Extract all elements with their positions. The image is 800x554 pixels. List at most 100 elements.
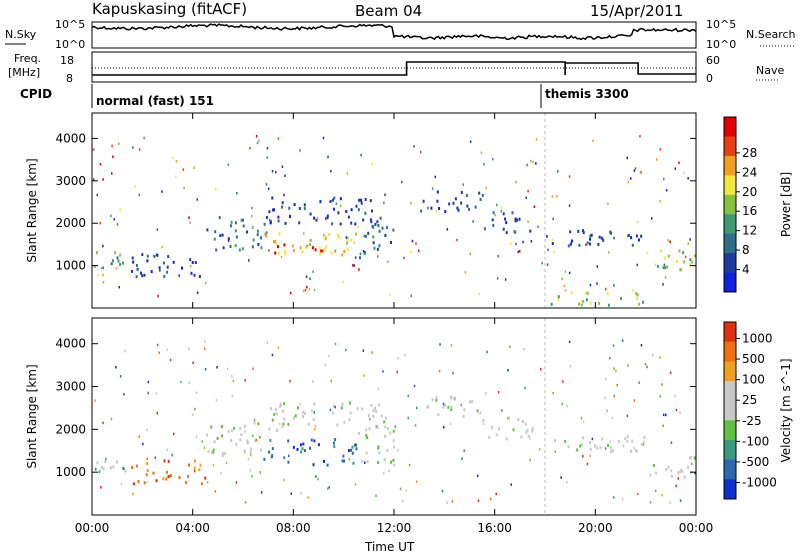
echo-cell bbox=[156, 253, 159, 257]
echo-cell bbox=[287, 423, 290, 426]
echo-cell bbox=[243, 450, 246, 454]
scatter-cell bbox=[354, 256, 357, 259]
scatter-cell bbox=[290, 492, 292, 495]
scatter-cell bbox=[182, 168, 185, 171]
echo-cell bbox=[531, 427, 534, 430]
scatter-cell bbox=[175, 175, 177, 179]
scatter-cell bbox=[496, 203, 498, 207]
scatter-cell bbox=[492, 157, 494, 161]
scatter-cell bbox=[153, 255, 156, 258]
scatter-cell bbox=[251, 214, 253, 218]
echo-cell bbox=[265, 231, 268, 235]
scatter-cell bbox=[592, 139, 594, 143]
scatter-cell bbox=[279, 422, 281, 426]
echo-cell bbox=[306, 244, 309, 248]
echo-cell bbox=[372, 409, 375, 413]
scatter-cell bbox=[485, 186, 487, 190]
echo-cell bbox=[256, 233, 259, 237]
cpid-program-1: normal (fast) 151 bbox=[96, 94, 214, 108]
power-heatmap-panel: 1000 2000 3000 4000 Slant Range [km] 4 8 12 16 20… bbox=[25, 112, 793, 309]
scatter-cell bbox=[596, 265, 599, 268]
scatter-cell bbox=[188, 216, 190, 219]
echo-cell bbox=[277, 215, 280, 219]
echo-cell bbox=[677, 471, 680, 475]
echo-cell bbox=[678, 249, 681, 253]
echo-cell bbox=[514, 217, 517, 221]
scatter-cell bbox=[591, 437, 594, 441]
echo-cell bbox=[589, 242, 591, 246]
scatter-cell bbox=[469, 140, 472, 143]
echo-cell bbox=[588, 441, 591, 445]
scatter-cell bbox=[244, 379, 246, 382]
scatter-cell bbox=[95, 468, 97, 471]
scatter-cell bbox=[248, 259, 250, 262]
scatter-cell bbox=[615, 369, 617, 373]
echo-cell bbox=[345, 210, 348, 213]
echo-cell bbox=[301, 447, 304, 451]
y-tick-label: 3000 bbox=[55, 380, 86, 394]
echo-cell bbox=[330, 251, 333, 255]
scatter-cell bbox=[111, 144, 113, 148]
cpid-panel: CPID normal (fast) 151 themis 3300 bbox=[20, 84, 629, 108]
scatter-cell bbox=[227, 239, 230, 242]
scatter-cell bbox=[189, 221, 191, 224]
echo-cell bbox=[456, 206, 459, 210]
scatter-cell bbox=[416, 406, 418, 410]
scatter-cell bbox=[582, 455, 584, 458]
echo-cell bbox=[273, 412, 276, 416]
x-tick-label: 00:00 bbox=[679, 521, 714, 535]
echo-cell bbox=[589, 234, 592, 238]
scatter-cell bbox=[654, 489, 657, 493]
colorbar-cell bbox=[724, 214, 736, 235]
echo-cell bbox=[435, 398, 438, 402]
echo-cell bbox=[596, 446, 598, 450]
echo-cell bbox=[356, 407, 359, 411]
scatter-cell bbox=[450, 344, 453, 347]
echo-cell bbox=[589, 237, 591, 241]
echo-cell bbox=[110, 262, 113, 266]
colorbar-cell bbox=[724, 155, 736, 176]
echo-cell bbox=[302, 410, 305, 414]
scatter-cell bbox=[464, 271, 467, 274]
echo-cell bbox=[314, 248, 317, 252]
scatter-cell bbox=[495, 492, 497, 496]
echo-cell bbox=[688, 263, 691, 267]
echo-cell bbox=[265, 234, 268, 238]
scatter-cell bbox=[142, 442, 144, 446]
scatter-cell bbox=[313, 288, 316, 292]
echo-cell bbox=[351, 445, 354, 449]
echo-cell bbox=[272, 240, 275, 244]
echo-cell bbox=[292, 249, 295, 253]
scatter-cell bbox=[375, 494, 377, 497]
scatter-cell bbox=[196, 291, 199, 294]
echo-cell bbox=[345, 241, 348, 245]
scatter-cell bbox=[323, 234, 325, 237]
echo-cell bbox=[430, 206, 433, 210]
echo-cell bbox=[360, 201, 363, 205]
colorbar-cell bbox=[724, 341, 736, 362]
colorbar-tick-label: 100 bbox=[742, 373, 765, 387]
scatter-cell bbox=[403, 256, 405, 260]
scatter-cell bbox=[532, 161, 535, 165]
scatter-cell bbox=[305, 275, 308, 278]
echo-cell bbox=[269, 221, 272, 225]
noise-left-tick-bottom: 10^0 bbox=[55, 38, 85, 51]
echo-cell bbox=[359, 256, 361, 260]
scatter-cell bbox=[535, 138, 538, 141]
scatter-cell bbox=[110, 214, 112, 218]
echo-cell bbox=[284, 221, 287, 225]
echo-cell bbox=[355, 232, 358, 236]
echo-cell bbox=[505, 437, 508, 441]
scatter-cell bbox=[582, 420, 585, 424]
scatter-cell bbox=[612, 344, 615, 347]
scatter-cell bbox=[324, 217, 327, 220]
echo-cell bbox=[435, 395, 438, 399]
scatter-cell bbox=[266, 156, 268, 159]
scatter-cell bbox=[157, 294, 159, 298]
scatter-cell bbox=[132, 492, 134, 496]
scatter-cell bbox=[169, 358, 172, 362]
scatter-cell bbox=[99, 163, 102, 166]
echo-cell bbox=[578, 302, 580, 306]
echo-cell bbox=[617, 440, 620, 443]
